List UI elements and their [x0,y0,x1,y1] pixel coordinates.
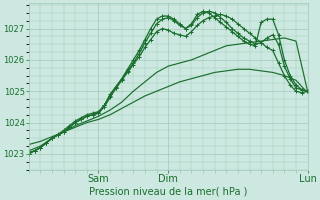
X-axis label: Pression niveau de la mer( hPa ): Pression niveau de la mer( hPa ) [89,187,247,197]
